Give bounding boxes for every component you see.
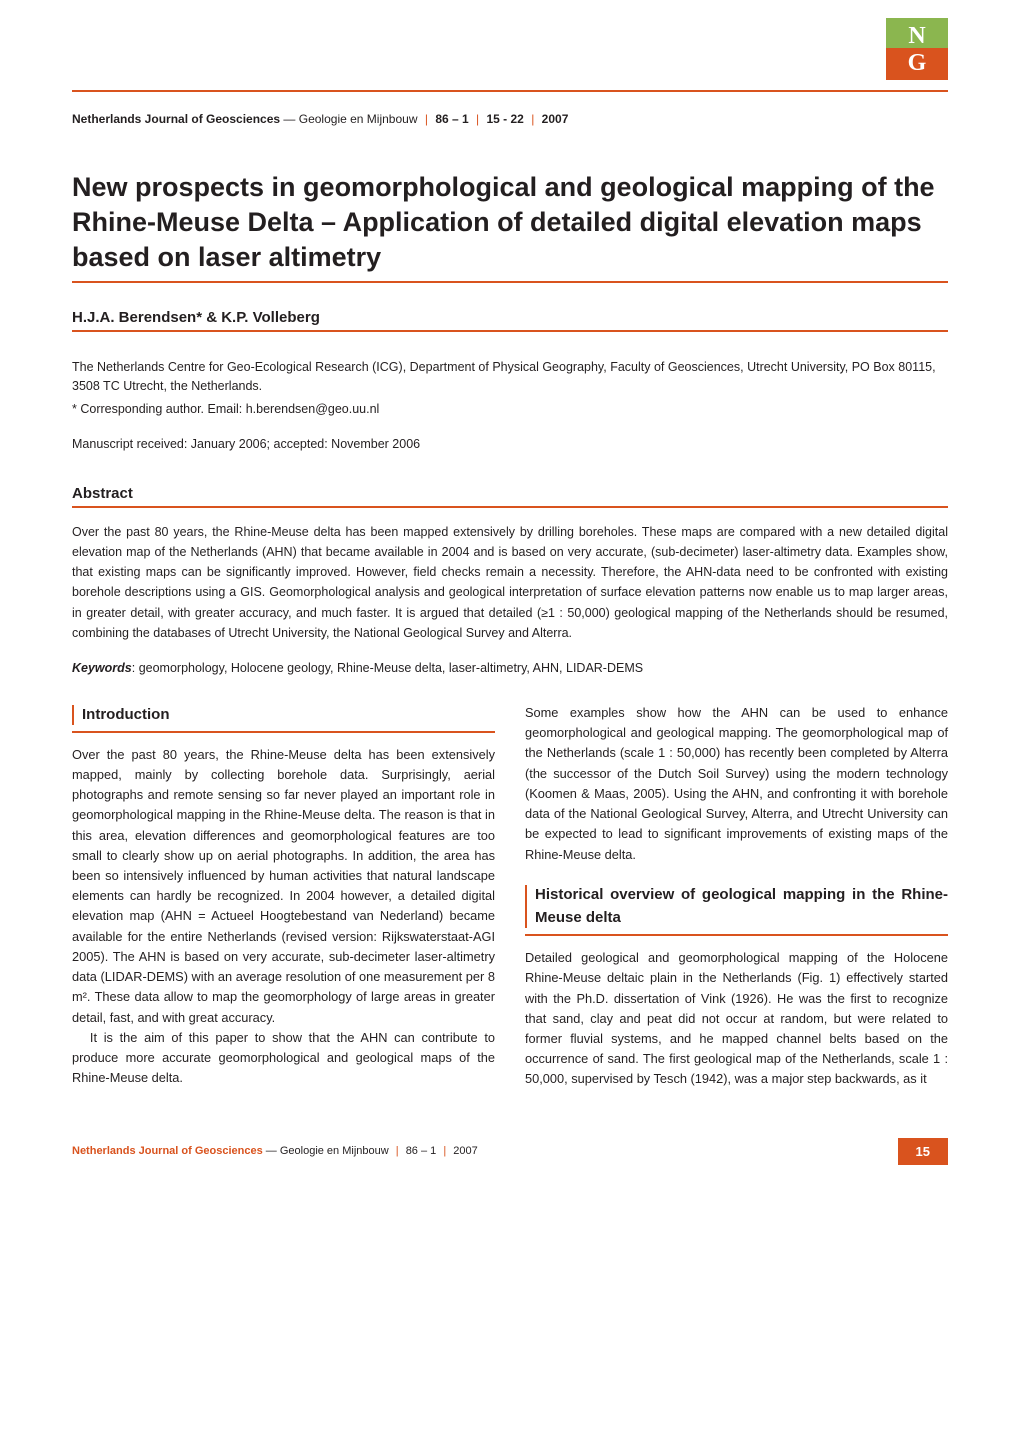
footer-journal-plain: — Geologie en Mijnbouw <box>263 1145 389 1157</box>
footer-volume: 86 – 1 <box>406 1145 437 1157</box>
intro-paragraph-2: It is the aim of this paper to show that… <box>72 1028 495 1089</box>
authors: H.J.A. Berendsen* & K.P. Volleberg <box>72 309 948 332</box>
journal-logo: N G <box>886 18 948 80</box>
footer-journal-name: Netherlands Journal of Geosciences <box>72 1145 263 1157</box>
intro-paragraph-1: Over the past 80 years, the Rhine-Meuse … <box>72 745 495 1028</box>
affiliation: The Netherlands Centre for Geo-Ecologica… <box>72 358 948 396</box>
abstract-body: Over the past 80 years, the Rhine-Meuse … <box>72 522 948 644</box>
historical-heading: Historical overview of geological mappin… <box>525 883 948 936</box>
historical-paragraph-1: Detailed geological and geomorphological… <box>525 948 948 1090</box>
journal-name-bold: Netherlands Journal of Geosciences <box>72 112 280 126</box>
journal-reference: Netherlands Journal of Geosciences — Geo… <box>72 112 948 126</box>
journal-year: 2007 <box>542 112 569 126</box>
body-columns: Introduction Over the past 80 years, the… <box>72 703 948 1090</box>
page-number: 15 <box>898 1138 948 1165</box>
article-title: New prospects in geomorphological and ge… <box>72 170 948 275</box>
title-rule <box>72 281 948 283</box>
keywords-list: : geomorphology, Holocene geology, Rhine… <box>132 661 643 675</box>
svg-text:G: G <box>908 50 927 76</box>
svg-text:N: N <box>908 23 926 49</box>
footer-year: 2007 <box>453 1145 477 1157</box>
keywords-label: Keywords <box>72 661 132 675</box>
page-footer: Netherlands Journal of Geosciences — Geo… <box>72 1138 948 1165</box>
journal-pages: 15 - 22 <box>487 112 524 126</box>
column-right: Some examples show how the AHN can be us… <box>525 703 948 1090</box>
column-left: Introduction Over the past 80 years, the… <box>72 703 495 1090</box>
introduction-heading: Introduction <box>72 703 495 733</box>
manuscript-dates: Manuscript received: January 2006; accep… <box>72 437 948 451</box>
keywords: Keywords: geomorphology, Holocene geolog… <box>72 661 948 675</box>
footer-reference: Netherlands Journal of Geosciences — Geo… <box>72 1145 478 1157</box>
page: N G Netherlands Journal of Geosciences —… <box>0 0 1020 1205</box>
journal-name-plain: — Geologie en Mijnbouw <box>280 112 417 126</box>
intro-paragraph-3: Some examples show how the AHN can be us… <box>525 703 948 865</box>
journal-volume: 86 – 1 <box>435 112 468 126</box>
corresponding-author: * Corresponding author. Email: h.berends… <box>72 400 948 419</box>
top-rule <box>72 90 948 92</box>
abstract-heading: Abstract <box>72 485 948 508</box>
